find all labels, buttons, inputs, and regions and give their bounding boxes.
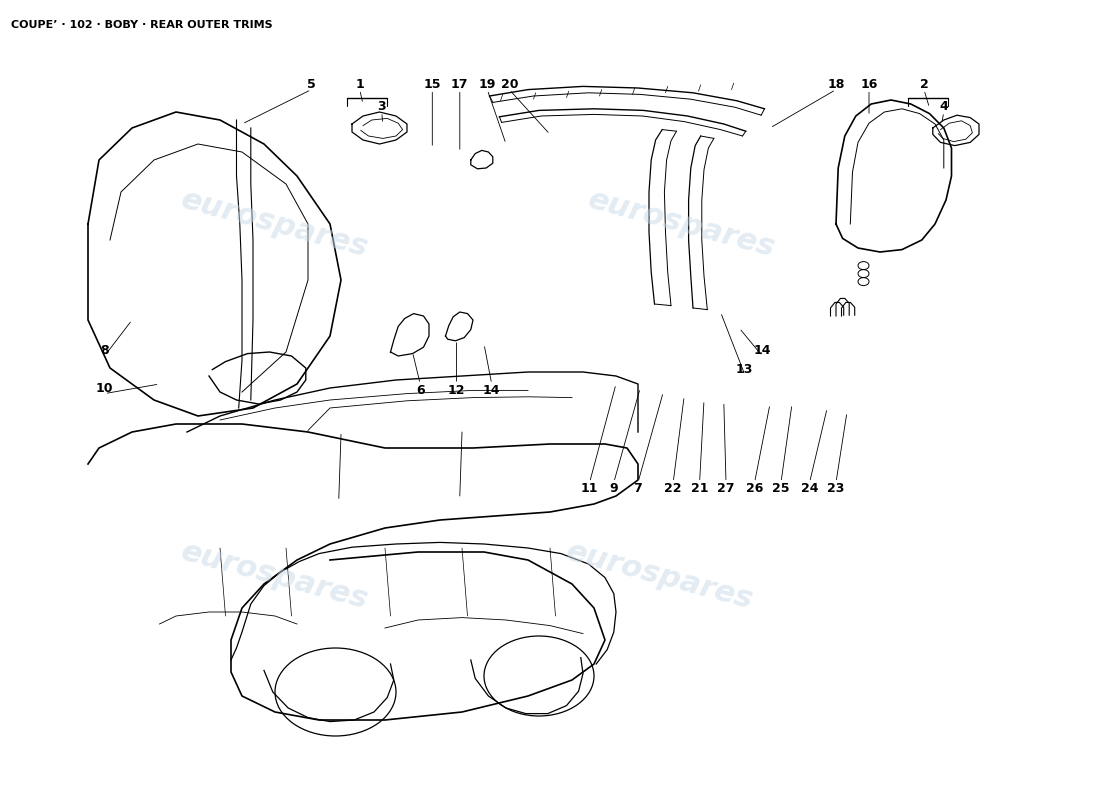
Text: 1: 1 bbox=[355, 78, 364, 90]
Text: 9: 9 bbox=[609, 482, 618, 494]
Text: 26: 26 bbox=[746, 482, 763, 494]
Text: 23: 23 bbox=[827, 482, 845, 494]
Text: 27: 27 bbox=[717, 482, 735, 494]
Text: eurospares: eurospares bbox=[563, 537, 757, 615]
Text: 14: 14 bbox=[483, 384, 500, 397]
Text: 5: 5 bbox=[307, 78, 316, 90]
Text: 25: 25 bbox=[772, 482, 790, 494]
Text: 22: 22 bbox=[664, 482, 682, 494]
Text: 12: 12 bbox=[448, 384, 465, 397]
Text: eurospares: eurospares bbox=[585, 185, 779, 263]
Text: 4: 4 bbox=[939, 100, 948, 113]
Text: 8: 8 bbox=[100, 344, 109, 357]
Text: 2: 2 bbox=[920, 78, 928, 90]
Text: eurospares: eurospares bbox=[178, 185, 372, 263]
Text: 7: 7 bbox=[634, 482, 642, 494]
Text: 20: 20 bbox=[500, 78, 518, 90]
Text: 15: 15 bbox=[424, 78, 441, 90]
Text: 17: 17 bbox=[451, 78, 469, 90]
Text: COUPE’ · 102 · BOBY · REAR OUTER TRIMS: COUPE’ · 102 · BOBY · REAR OUTER TRIMS bbox=[11, 20, 273, 30]
Text: 6: 6 bbox=[416, 384, 425, 397]
Text: 11: 11 bbox=[581, 482, 598, 494]
Text: 24: 24 bbox=[801, 482, 818, 494]
Text: 14: 14 bbox=[754, 344, 771, 357]
Text: 18: 18 bbox=[827, 78, 845, 90]
Text: 3: 3 bbox=[377, 100, 386, 113]
Text: eurospares: eurospares bbox=[178, 537, 372, 615]
Text: 13: 13 bbox=[736, 363, 754, 376]
Text: 16: 16 bbox=[860, 78, 878, 90]
Text: 10: 10 bbox=[96, 382, 113, 394]
Text: 21: 21 bbox=[691, 482, 708, 494]
Text: 19: 19 bbox=[478, 78, 496, 90]
